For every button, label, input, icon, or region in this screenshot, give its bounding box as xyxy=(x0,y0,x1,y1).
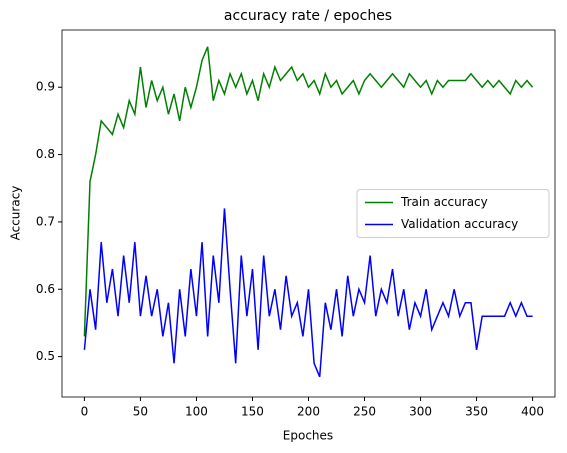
y-tick-label: 0.9 xyxy=(36,80,55,94)
y-tick-label: 0.6 xyxy=(36,282,55,296)
x-tick-label: 0 xyxy=(81,405,89,419)
chart-title: accuracy rate / epoches xyxy=(224,8,392,24)
x-tick-label: 150 xyxy=(241,405,264,419)
x-tick-label: 50 xyxy=(133,405,148,419)
legend-box xyxy=(356,189,550,238)
series-line xyxy=(83,208,533,378)
legend-label: Validation accuracy xyxy=(401,217,518,231)
x-axis-label: Epoches xyxy=(283,429,333,443)
x-tick-label: 350 xyxy=(465,405,488,419)
x-tick-label: 400 xyxy=(521,405,544,419)
x-tick-label: 300 xyxy=(409,405,432,419)
x-tick-label: 100 xyxy=(185,405,208,419)
x-tick-label: 250 xyxy=(353,405,376,419)
y-tick-label: 0.7 xyxy=(36,214,55,228)
y-tick-label: 0.5 xyxy=(36,349,55,363)
y-axis-label: Accuracy xyxy=(9,186,23,241)
legend-label: Train accuracy xyxy=(400,195,488,209)
series-line xyxy=(83,46,534,337)
plot-frame xyxy=(61,29,556,398)
x-tick-label: 200 xyxy=(297,405,320,419)
y-tick-label: 0.8 xyxy=(36,147,55,161)
